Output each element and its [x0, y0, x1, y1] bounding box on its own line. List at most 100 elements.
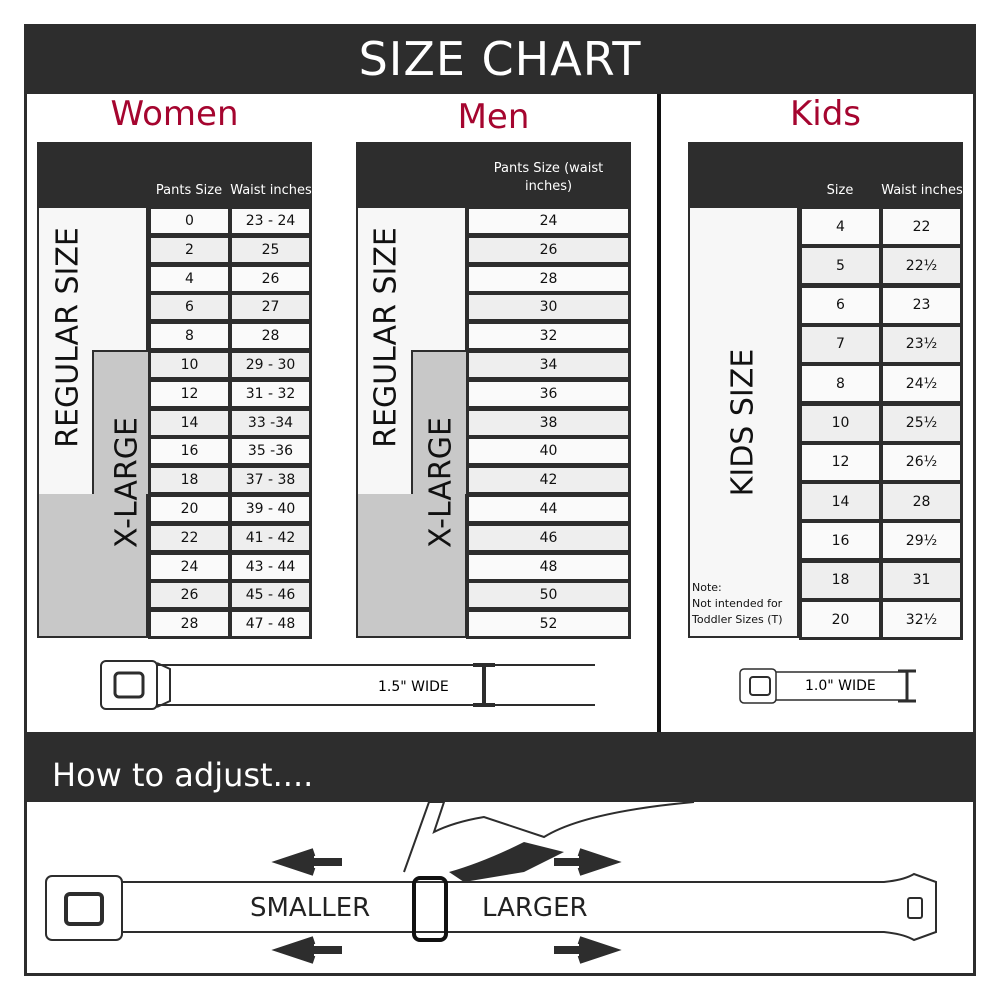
- women-pants-size-cell: 14: [148, 407, 231, 438]
- kids-size-cell: 5: [799, 245, 882, 287]
- women-xlarge-label: X-LARGE: [109, 417, 145, 548]
- women-waist-cell: 47 - 48: [229, 609, 312, 640]
- kids-size-cell: 14: [799, 481, 882, 523]
- women-waist-cell: 26: [229, 263, 312, 294]
- men-size-cell: 32: [466, 321, 631, 352]
- women-col-waist: Waist inches: [230, 183, 312, 198]
- women-pants-size-cell: 24: [148, 551, 231, 582]
- women-waist-cell: 43 - 44: [229, 551, 312, 582]
- women-waist-cell: 31 - 32: [229, 378, 312, 409]
- women-pants-size-cell: 12: [148, 378, 231, 409]
- men-size-cell: 40: [466, 436, 631, 467]
- men-size-cell: 46: [466, 522, 631, 553]
- kids-waist-cell: 24½: [880, 363, 963, 405]
- kids-waist-cell: 26½: [880, 441, 963, 483]
- kids-col-waist: Waist inches: [881, 183, 963, 198]
- men-size-cell: 34: [466, 350, 631, 380]
- kids-waist-cell: 25½: [880, 402, 963, 444]
- kids-waist-cell: 22: [880, 206, 963, 247]
- kids-size-cell: 8: [799, 363, 882, 405]
- kids-size-cell: 12: [799, 441, 882, 483]
- women-waist-cell: 41 - 42: [229, 522, 312, 553]
- kids-size-cell: 7: [799, 323, 882, 365]
- men-size-cell: 24: [466, 206, 631, 236]
- adjust-heading: How to adjust....: [24, 732, 976, 802]
- women-pants-size-cell: 22: [148, 522, 231, 553]
- kids-note: Note: Not intended for Toddler Sizes (T): [692, 580, 797, 628]
- women-pants-size-cell: 20: [148, 494, 231, 524]
- women-col-pants: Pants Size: [155, 183, 223, 198]
- men-title: Men: [457, 97, 530, 137]
- men-size-cell: 52: [466, 609, 631, 640]
- women-waist-cell: 25: [229, 234, 312, 265]
- women-waist-cell: 28: [229, 321, 312, 352]
- kids-col-size: Size: [826, 183, 854, 198]
- men-size-cell: 50: [466, 580, 631, 611]
- women-waist-cell: 37 - 38: [229, 465, 312, 496]
- kids-waist-cell: 31: [880, 559, 963, 601]
- men-size-cell: 42: [466, 465, 631, 496]
- kids-waist-cell: 22½: [880, 245, 963, 287]
- note-line: Toddler Sizes (T): [692, 613, 783, 626]
- women-waist-cell: 39 - 40: [229, 494, 312, 524]
- kids-waist-cell: 32½: [880, 599, 963, 640]
- women-pants-size-cell: 10: [148, 350, 231, 380]
- women-xlarge-notch: [92, 350, 148, 494]
- women-pants-size-cell: 6: [148, 292, 231, 323]
- women-pants-size-cell: 16: [148, 436, 231, 467]
- page-title: SIZE CHART: [24, 24, 976, 94]
- women-waist-cell: 23 - 24: [229, 206, 312, 236]
- kids-waist-cell: 28: [880, 481, 963, 523]
- kids-title: Kids: [789, 94, 862, 134]
- kids-size-cell: 10: [799, 402, 882, 444]
- women-waist-cell: 29 - 30: [229, 350, 312, 380]
- kids-table-header: Size Waist inches: [688, 142, 963, 206]
- women-pants-size-cell: 26: [148, 580, 231, 611]
- women-waist-cell: 35 -36: [229, 436, 312, 467]
- women-regular-label: REGULAR SIZE: [50, 227, 86, 448]
- men-size-cell: 26: [466, 234, 631, 265]
- women-pants-size-cell: 0: [148, 206, 231, 236]
- women-pants-size-cell: 2: [148, 234, 231, 265]
- women-title: Women: [110, 94, 239, 134]
- men-col-size: Pants Size (waist inches): [493, 161, 604, 194]
- men-size-cell: 36: [466, 378, 631, 409]
- kids-size-label: KIDS SIZE: [725, 348, 761, 497]
- women-waist-cell: 33 -34: [229, 407, 312, 438]
- note-line: Not intended for: [692, 597, 783, 610]
- men-regular-label: REGULAR SIZE: [368, 227, 404, 448]
- men-size-cell: 38: [466, 407, 631, 438]
- kids-size-cell: 4: [799, 206, 882, 247]
- section-divider: [657, 94, 661, 734]
- kids-size-cell: 6: [799, 284, 882, 326]
- adult-belt-illustration: [100, 660, 595, 710]
- note-heading: Note:: [692, 581, 722, 594]
- adult-belt-width: 1.5" WIDE: [378, 679, 449, 695]
- women-pants-size-cell: 4: [148, 263, 231, 294]
- kids-size-cell: 20: [799, 599, 882, 640]
- women-waist-cell: 45 - 46: [229, 580, 312, 611]
- women-table-header: Pants Size Waist inches: [37, 142, 312, 206]
- adjust-belt-illustration: [45, 802, 937, 964]
- larger-label: LARGER: [482, 893, 588, 923]
- kids-label-region: [688, 206, 799, 638]
- women-pants-size-cell: 18: [148, 465, 231, 496]
- kids-size-cell: 16: [799, 520, 882, 562]
- women-waist-cell: 27: [229, 292, 312, 323]
- smaller-label: SMALLER: [250, 893, 371, 923]
- men-size-cell: 28: [466, 263, 631, 294]
- women-pants-size-cell: 28: [148, 609, 231, 640]
- kids-waist-cell: 29½: [880, 520, 963, 562]
- kids-waist-cell: 23½: [880, 323, 963, 365]
- kids-waist-cell: 23: [880, 284, 963, 326]
- kids-belt-width: 1.0" WIDE: [805, 678, 876, 694]
- men-size-cell: 48: [466, 551, 631, 582]
- men-table-header: Pants Size (waist inches): [356, 142, 631, 206]
- women-pants-size-cell: 8: [148, 321, 231, 352]
- men-xlarge-label: X-LARGE: [423, 417, 459, 548]
- men-size-cell: 44: [466, 494, 631, 524]
- kids-size-cell: 18: [799, 559, 882, 601]
- men-xlarge-notch: [411, 350, 467, 494]
- kids-belt-illustration: [739, 668, 916, 704]
- men-size-cell: 30: [466, 292, 631, 323]
